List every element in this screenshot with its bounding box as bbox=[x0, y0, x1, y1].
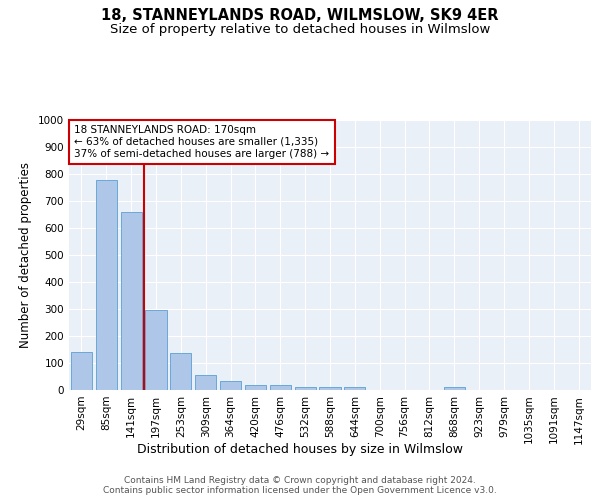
Bar bbox=[270, 384, 291, 390]
Bar bbox=[145, 310, 167, 390]
Bar bbox=[71, 352, 92, 390]
Bar bbox=[344, 388, 365, 390]
Bar bbox=[295, 387, 316, 390]
Text: Size of property relative to detached houses in Wilmslow: Size of property relative to detached ho… bbox=[110, 22, 490, 36]
Text: Distribution of detached houses by size in Wilmslow: Distribution of detached houses by size … bbox=[137, 442, 463, 456]
Y-axis label: Number of detached properties: Number of detached properties bbox=[19, 162, 32, 348]
Bar bbox=[96, 180, 117, 390]
Bar bbox=[170, 352, 191, 390]
Bar bbox=[121, 212, 142, 390]
Bar bbox=[444, 388, 465, 390]
Text: Contains HM Land Registry data © Crown copyright and database right 2024.
Contai: Contains HM Land Registry data © Crown c… bbox=[103, 476, 497, 495]
Text: 18 STANNEYLANDS ROAD: 170sqm
← 63% of detached houses are smaller (1,335)
37% of: 18 STANNEYLANDS ROAD: 170sqm ← 63% of de… bbox=[74, 126, 329, 158]
Bar bbox=[220, 381, 241, 390]
Text: 18, STANNEYLANDS ROAD, WILMSLOW, SK9 4ER: 18, STANNEYLANDS ROAD, WILMSLOW, SK9 4ER bbox=[101, 8, 499, 22]
Bar bbox=[319, 388, 341, 390]
Bar bbox=[195, 374, 216, 390]
Bar bbox=[245, 384, 266, 390]
